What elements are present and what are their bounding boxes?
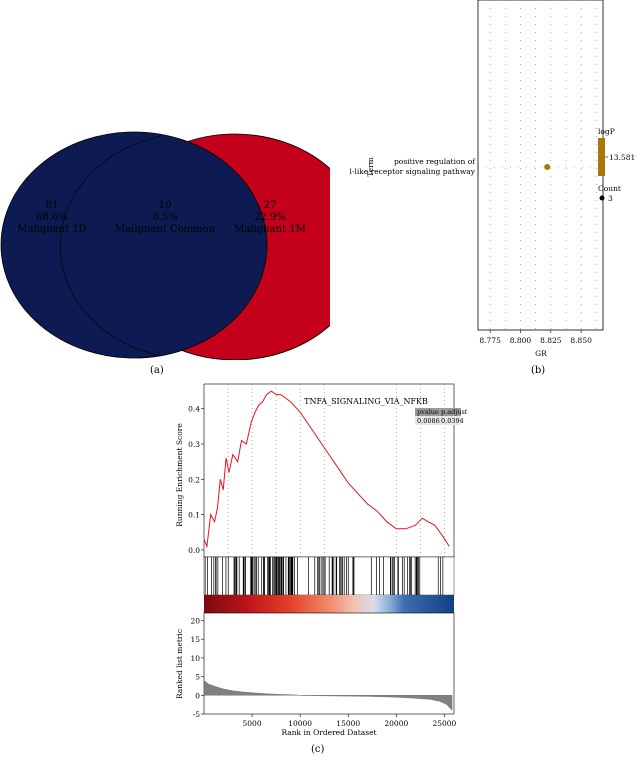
venn-left-percent: 68.6%: [36, 212, 68, 223]
venn-left-count: 81: [46, 200, 59, 211]
es-panel-frame: [203, 383, 455, 558]
gene-hit-bars: [204, 557, 444, 595]
es-y-tick-label: 0.3: [188, 440, 200, 449]
dotplot-term-line1: positive regulation of: [394, 157, 476, 166]
es-y-tick-label: 0.2: [188, 475, 200, 484]
rank-panel-frame: [203, 612, 455, 715]
panel-label-b: (b): [531, 365, 546, 376]
es-y-label: Running Enrichment Score: [175, 423, 184, 527]
panel-label-a: (a): [150, 365, 164, 376]
rank-x-tick-label: 5000: [243, 719, 262, 728]
legend-logp-value: 13.58198: [609, 153, 636, 162]
rank-y-ticks: 20 15 10 5 0 -5: [190, 616, 204, 719]
venn-common-count: 10: [159, 200, 172, 211]
es-curve: [203, 390, 450, 549]
es-y-tick-label: 0.4: [188, 405, 200, 414]
rank-x-tick-label: 15000: [336, 719, 360, 728]
legend-count-dot: [599, 195, 605, 201]
venn-left-name: Malignant 1D: [17, 224, 86, 235]
dotplot-x-tick-label: 8.850: [570, 336, 592, 345]
dotplot-frame: [477, 0, 604, 331]
legend-logp-colorbar: [598, 138, 605, 176]
rank-y-tick-label: 5: [195, 673, 200, 682]
legend-logp-title: logP: [598, 127, 615, 136]
legend-count-title: Count: [598, 184, 621, 193]
rank-y-tick-label: 0: [195, 691, 200, 700]
venn-right-percent: 22.9%: [254, 212, 286, 223]
padjust-header: p.adjust: [441, 408, 468, 416]
dotplot-y-label: Term: [366, 157, 375, 177]
pvalue-value: 0.0086: [417, 417, 440, 425]
gsea-plot: 0.0 0.1 0.2 0.3 0.4 Running Enrichment Score…: [175, 383, 468, 737]
dotplot-x-tick-label: 8.775: [479, 336, 501, 345]
venn-diagram: 81 68.6% Malignant 1D 10 8.5% Malignant …: [0, 131, 330, 360]
venn-right-count: 27: [264, 200, 277, 211]
padjust-value: 0.0394: [441, 417, 464, 425]
dotplot-x-label: GR: [535, 349, 547, 358]
dotplot-term-line2: toll-like receptor signaling pathway: [350, 167, 476, 176]
rank-color-band: [204, 595, 454, 613]
venn-right-name: Malignant 1M: [234, 224, 306, 235]
pvalue-header: pvalue: [417, 408, 439, 416]
pvalue-table: pvalue p.adjust 0.0086 0.0394: [415, 408, 468, 425]
es-y-tick-label: 0.1: [188, 511, 200, 520]
dotplot-x-tick-label: 8.825: [540, 336, 562, 345]
es-y-ticks: 0.0 0.1 0.2 0.3 0.4: [188, 405, 204, 555]
dotplot-x-ticks: 8.775 8.800 8.825 8.850: [479, 330, 592, 345]
rank-y-tick-label: 10: [190, 654, 200, 663]
rank-y-tick-label: 15: [190, 635, 200, 644]
rank-y-tick-label: 20: [190, 616, 200, 625]
dotplot-point: [544, 164, 551, 170]
go-dotplot: positive regulation of toll-like recepto…: [350, 0, 636, 358]
rank-x-tick-label: 10000: [288, 719, 312, 728]
dotplot-x-tick-label: 8.800: [510, 336, 532, 345]
es-y-tick-label: 0.0: [188, 546, 200, 555]
venn-overlap-outline: [60, 135, 163, 357]
rank-y-label: Ranked list metric: [175, 629, 184, 699]
rank-x-tick-label: 25000: [432, 719, 456, 728]
panel-label-c: (c): [311, 744, 325, 755]
legend-count-value: 3: [608, 194, 613, 203]
venn-common-percent: 8.5%: [152, 212, 177, 223]
dotplot-legend: logP 13.58198 Count 3: [598, 127, 636, 203]
rank-x-ticks: 5000 10000 15000 20000 25000: [243, 714, 457, 728]
ranked-metric-area: [203, 679, 453, 711]
rank-x-tick-label: 20000: [384, 719, 408, 728]
rank-x-label: Rank in Ordered Dataset: [281, 728, 376, 737]
rank-y-tick-label: -5: [193, 710, 201, 719]
gsea-title: TNFA_SIGNALING_VIA_NFKB: [304, 397, 428, 406]
dotplot-grid: [478, 0, 603, 330]
venn-common-name: Malignant Common: [115, 224, 216, 235]
venn-left-circle: [0, 131, 268, 359]
